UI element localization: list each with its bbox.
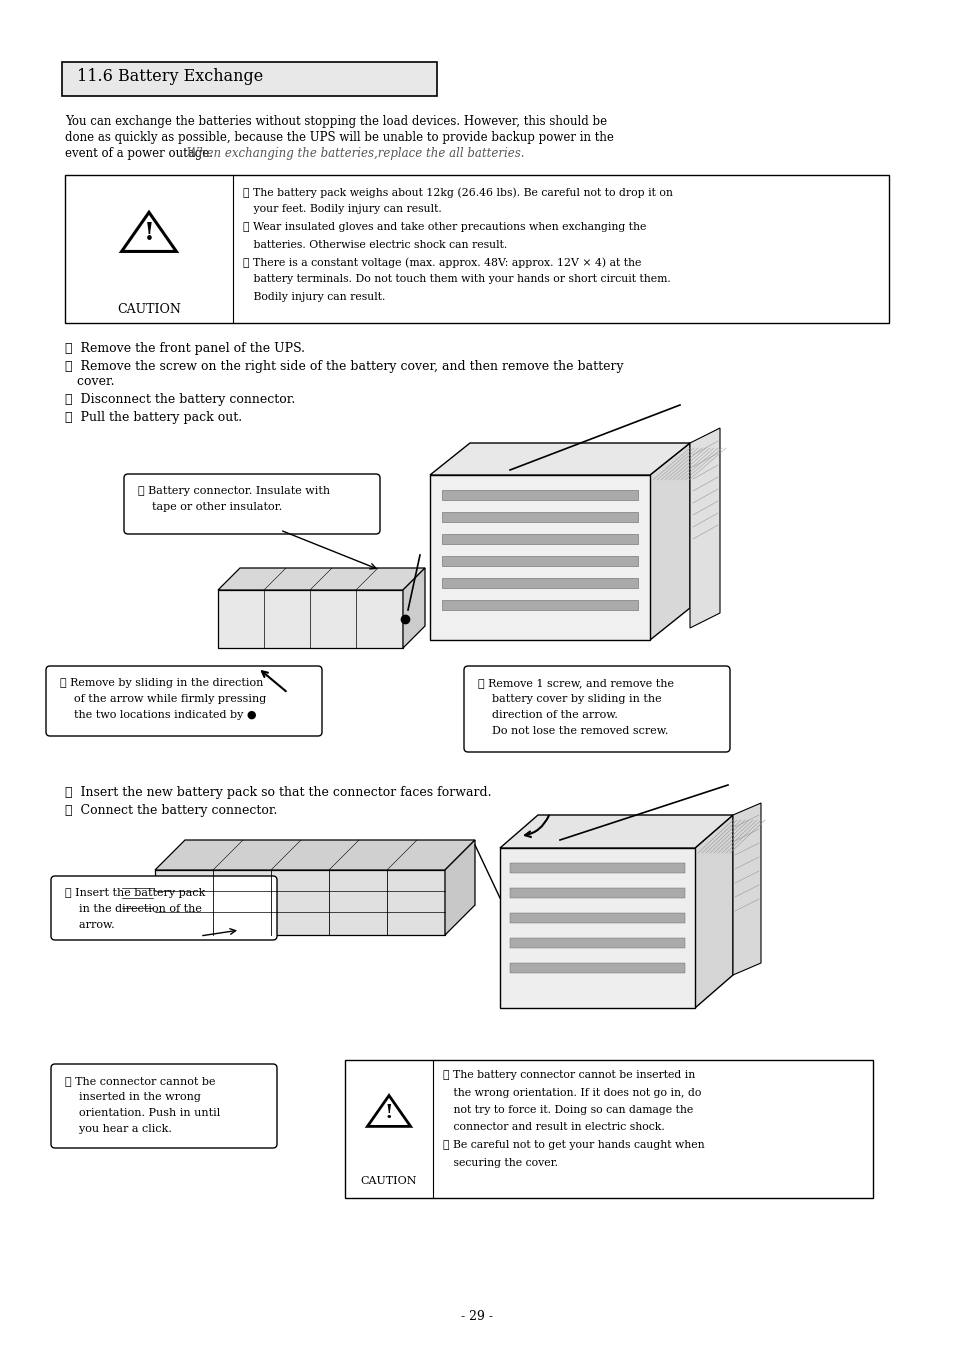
Text: ・ Wear insulated gloves and take other precautions when exchanging the: ・ Wear insulated gloves and take other p… xyxy=(243,222,646,232)
Text: cover.: cover. xyxy=(65,376,114,388)
FancyBboxPatch shape xyxy=(51,875,276,940)
Polygon shape xyxy=(499,815,732,848)
Text: When exchanging the batteries,replace the all batteries.: When exchanging the batteries,replace th… xyxy=(183,147,524,159)
Text: Bodily injury can result.: Bodily injury can result. xyxy=(243,292,385,303)
FancyBboxPatch shape xyxy=(441,578,638,588)
Text: ・ Be careful not to get your hands caught when: ・ Be careful not to get your hands caugh… xyxy=(442,1140,704,1150)
Text: Do not lose the removed screw.: Do not lose the removed screw. xyxy=(477,725,668,736)
Text: ③  Disconnect the battery connector.: ③ Disconnect the battery connector. xyxy=(65,393,294,407)
Text: ・ The battery pack weighs about 12kg (26.46 lbs). Be careful not to drop it on: ・ The battery pack weighs about 12kg (26… xyxy=(243,186,672,197)
FancyBboxPatch shape xyxy=(441,490,638,500)
Text: - 29 -: - 29 - xyxy=(460,1310,493,1323)
Text: CAUTION: CAUTION xyxy=(117,303,181,316)
Text: batteries. Otherwise electric shock can result.: batteries. Otherwise electric shock can … xyxy=(243,239,507,250)
Polygon shape xyxy=(430,476,649,640)
FancyBboxPatch shape xyxy=(510,938,684,948)
Text: event of a power outage.: event of a power outage. xyxy=(65,147,213,159)
Polygon shape xyxy=(402,567,424,648)
Polygon shape xyxy=(218,590,402,648)
Polygon shape xyxy=(117,880,154,925)
Polygon shape xyxy=(444,840,475,935)
FancyBboxPatch shape xyxy=(463,666,729,753)
FancyBboxPatch shape xyxy=(510,963,684,973)
Text: battery terminals. Do not touch them with your hands or short circuit them.: battery terminals. Do not touch them wit… xyxy=(243,274,670,285)
FancyBboxPatch shape xyxy=(46,666,322,736)
Polygon shape xyxy=(689,428,720,628)
Text: ② Remove 1 screw, and remove the: ② Remove 1 screw, and remove the xyxy=(477,678,673,688)
FancyBboxPatch shape xyxy=(65,176,888,323)
FancyBboxPatch shape xyxy=(441,534,638,544)
Text: you hear a click.: you hear a click. xyxy=(65,1124,172,1133)
Text: in the direction of the: in the direction of the xyxy=(65,904,202,915)
Text: inserted in the wrong: inserted in the wrong xyxy=(65,1092,201,1102)
Text: tape or other insulator.: tape or other insulator. xyxy=(138,503,282,512)
FancyBboxPatch shape xyxy=(124,474,379,534)
Text: done as quickly as possible, because the UPS will be unable to provide backup po: done as quickly as possible, because the… xyxy=(65,131,613,145)
FancyBboxPatch shape xyxy=(51,1065,276,1148)
Text: ・ The battery connector cannot be inserted in: ・ The battery connector cannot be insert… xyxy=(442,1070,695,1079)
Text: arrow.: arrow. xyxy=(65,920,114,929)
Text: ②  Remove the screw on the right side of the battery cover, and then remove the : ② Remove the screw on the right side of … xyxy=(65,359,623,373)
Text: ⑤ Insert the battery pack: ⑤ Insert the battery pack xyxy=(65,888,205,898)
Text: !: ! xyxy=(143,222,154,245)
Text: ④  Pull the battery pack out.: ④ Pull the battery pack out. xyxy=(65,411,242,424)
Text: connector and result in electric shock.: connector and result in electric shock. xyxy=(442,1123,664,1132)
Polygon shape xyxy=(499,848,695,1008)
Text: ⑥  Connect the battery connector.: ⑥ Connect the battery connector. xyxy=(65,804,277,817)
FancyBboxPatch shape xyxy=(510,888,684,898)
Text: 11.6 Battery Exchange: 11.6 Battery Exchange xyxy=(77,68,263,85)
Text: battery cover by sliding in the: battery cover by sliding in the xyxy=(477,694,661,704)
Polygon shape xyxy=(154,870,444,935)
Polygon shape xyxy=(732,802,760,975)
FancyBboxPatch shape xyxy=(62,62,436,96)
Text: ① Remove by sliding in the direction: ① Remove by sliding in the direction xyxy=(60,678,263,688)
FancyBboxPatch shape xyxy=(441,557,638,566)
Text: direction of the arrow.: direction of the arrow. xyxy=(477,711,618,720)
Polygon shape xyxy=(430,443,689,476)
Text: ・ There is a constant voltage (max. approx. 48V: approx. 12V × 4) at the: ・ There is a constant voltage (max. appr… xyxy=(243,257,640,267)
FancyBboxPatch shape xyxy=(441,600,638,611)
Polygon shape xyxy=(649,443,689,640)
FancyBboxPatch shape xyxy=(510,913,684,923)
Text: securing the cover.: securing the cover. xyxy=(442,1158,558,1167)
Text: of the arrow while firmly pressing: of the arrow while firmly pressing xyxy=(60,694,266,704)
FancyBboxPatch shape xyxy=(510,863,684,873)
Text: your feet. Bodily injury can result.: your feet. Bodily injury can result. xyxy=(243,204,441,215)
Text: ⑥ The connector cannot be: ⑥ The connector cannot be xyxy=(65,1075,215,1086)
Text: ①  Remove the front panel of the UPS.: ① Remove the front panel of the UPS. xyxy=(65,342,305,355)
Text: not try to force it. Doing so can damage the: not try to force it. Doing so can damage… xyxy=(442,1105,693,1115)
Text: ③ Battery connector. Insulate with: ③ Battery connector. Insulate with xyxy=(138,486,330,496)
Text: the two locations indicated by ●: the two locations indicated by ● xyxy=(60,711,256,720)
FancyBboxPatch shape xyxy=(345,1061,872,1198)
Polygon shape xyxy=(695,815,732,1008)
Text: orientation. Push in until: orientation. Push in until xyxy=(65,1108,220,1119)
Polygon shape xyxy=(154,840,475,870)
Text: CAUTION: CAUTION xyxy=(360,1175,416,1186)
Text: ⑤  Insert the new battery pack so that the connector faces forward.: ⑤ Insert the new battery pack so that th… xyxy=(65,786,491,798)
Polygon shape xyxy=(218,567,424,590)
Text: You can exchange the batteries without stopping the load devices. However, this : You can exchange the batteries without s… xyxy=(65,115,606,128)
Text: !: ! xyxy=(384,1104,393,1121)
Text: the wrong orientation. If it does not go in, do: the wrong orientation. If it does not go… xyxy=(442,1088,700,1097)
FancyBboxPatch shape xyxy=(441,512,638,521)
